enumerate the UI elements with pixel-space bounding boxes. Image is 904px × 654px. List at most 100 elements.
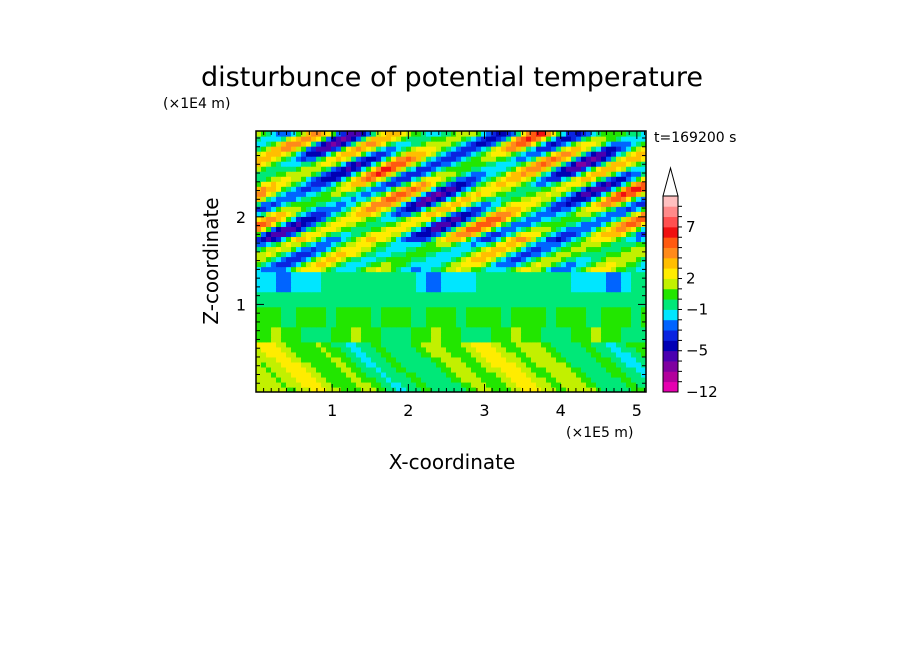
field-cell [286, 171, 292, 177]
field-cell [401, 346, 407, 353]
field-cell [426, 196, 432, 202]
field-cell [531, 311, 537, 318]
field-cell [366, 231, 372, 238]
field-cell [606, 136, 612, 142]
field-cell [621, 146, 627, 152]
field-cell [296, 376, 302, 383]
field-cell [361, 301, 367, 308]
field-cell [556, 156, 562, 162]
field-cell [616, 371, 622, 378]
field-cell [281, 191, 287, 197]
field-cell [401, 341, 407, 348]
field-cell [526, 196, 532, 202]
field-cell [606, 236, 612, 243]
field-cell [261, 156, 267, 162]
field-cell [581, 171, 587, 177]
field-cell [591, 331, 597, 338]
field-cell [401, 296, 407, 303]
field-cell [561, 276, 567, 283]
field-cell [541, 136, 547, 142]
field-cell [346, 291, 352, 298]
field-cell [406, 336, 412, 343]
field-cell [466, 156, 472, 162]
field-cell [441, 276, 447, 283]
field-cell [326, 166, 332, 172]
field-cell [401, 366, 407, 373]
field-cell [541, 261, 547, 268]
field-cell [446, 326, 452, 333]
field-cell [571, 181, 577, 187]
field-cell [276, 366, 282, 373]
field-cell [411, 186, 417, 192]
field-cell [436, 156, 442, 162]
field-cell [486, 261, 492, 268]
field-cell [416, 361, 422, 368]
field-cell [471, 221, 477, 227]
field-cell [446, 261, 452, 268]
colorbar-swatch [663, 216, 678, 228]
field-cell [461, 356, 467, 363]
field-cell [286, 136, 292, 142]
field-cell [421, 251, 427, 258]
field-cell [426, 376, 432, 383]
field-cell [461, 226, 467, 232]
field-cell [261, 356, 267, 363]
field-cell [306, 201, 312, 207]
field-cell [436, 296, 442, 303]
field-cell [446, 191, 452, 197]
field-cell [296, 281, 302, 288]
field-cell [271, 276, 277, 283]
field-cell [566, 241, 572, 248]
field-cell [631, 266, 637, 273]
field-cell [381, 306, 387, 313]
field-cell [511, 306, 517, 313]
field-cell [406, 206, 412, 212]
field-cell [476, 331, 482, 338]
field-cell [321, 256, 327, 263]
field-cell [331, 211, 337, 217]
field-cell [276, 201, 282, 207]
field-cell [486, 241, 492, 248]
field-cell [456, 351, 462, 358]
field-cell [581, 346, 587, 353]
field-cell [576, 311, 582, 318]
field-cell [616, 191, 622, 197]
field-cell [561, 321, 567, 328]
field-cell [331, 186, 337, 192]
field-cell [321, 296, 327, 303]
field-cell [361, 166, 367, 172]
field-cell [561, 306, 567, 313]
field-cell [401, 301, 407, 308]
field-cell [416, 211, 422, 217]
field-cell [371, 376, 377, 383]
field-cell [401, 211, 407, 217]
field-cell [461, 261, 467, 268]
field-cell [321, 306, 327, 313]
field-cell [466, 186, 472, 192]
field-cell [336, 191, 342, 197]
field-cell [346, 131, 352, 137]
field-cell [591, 296, 597, 303]
field-cell [496, 356, 502, 363]
field-cell [266, 151, 272, 157]
field-cell [286, 266, 292, 273]
field-cell [631, 341, 637, 348]
field-cell [446, 371, 452, 378]
field-cell [396, 171, 402, 177]
field-cell [391, 221, 397, 227]
field-cell [556, 336, 562, 343]
field-cell [586, 191, 592, 197]
field-cell [526, 216, 532, 222]
field-cell [376, 381, 382, 388]
field-cell [541, 226, 547, 232]
field-cell [336, 186, 342, 192]
field-cell [396, 166, 402, 172]
field-cell [326, 226, 332, 232]
field-cell [561, 246, 567, 253]
field-cell [596, 256, 602, 263]
field-cell [576, 131, 582, 137]
field-cell [631, 196, 637, 202]
field-cell [426, 291, 432, 298]
field-cell [496, 216, 502, 222]
